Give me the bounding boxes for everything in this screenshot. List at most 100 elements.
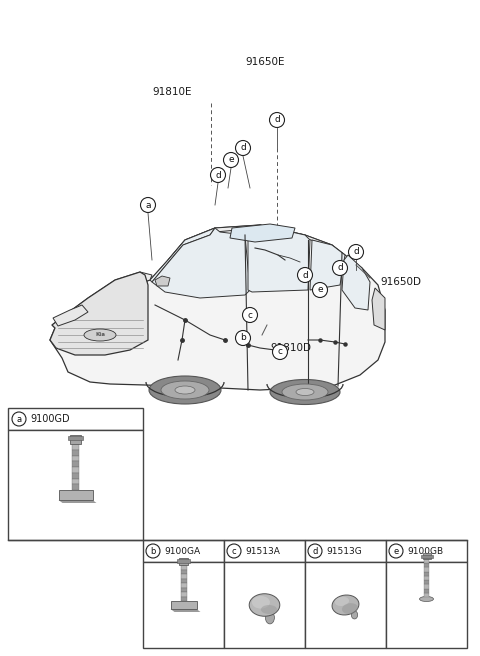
- Polygon shape: [50, 225, 385, 390]
- Bar: [386, 562, 467, 648]
- Bar: [424, 593, 429, 597]
- Bar: [224, 540, 305, 562]
- Circle shape: [211, 167, 226, 182]
- Bar: [424, 564, 429, 567]
- Ellipse shape: [175, 386, 195, 394]
- Text: a: a: [16, 415, 22, 424]
- Bar: [72, 444, 79, 450]
- Bar: [180, 592, 187, 596]
- Bar: [305, 562, 386, 648]
- Text: 9100GA: 9100GA: [164, 546, 200, 556]
- Bar: [180, 588, 187, 592]
- Bar: [422, 553, 431, 559]
- Circle shape: [389, 544, 403, 558]
- Ellipse shape: [351, 611, 358, 619]
- Bar: [179, 558, 188, 565]
- Text: Kia: Kia: [95, 333, 105, 337]
- Bar: [143, 540, 224, 562]
- Ellipse shape: [249, 594, 280, 616]
- Text: c: c: [277, 348, 283, 356]
- Bar: [424, 584, 429, 588]
- Bar: [8, 430, 143, 540]
- Bar: [170, 601, 196, 609]
- Bar: [424, 580, 429, 584]
- Bar: [72, 467, 79, 473]
- Circle shape: [236, 140, 251, 155]
- Text: b: b: [240, 333, 246, 342]
- Text: c: c: [248, 310, 252, 319]
- Bar: [143, 562, 224, 648]
- Bar: [72, 461, 79, 467]
- Bar: [180, 596, 187, 601]
- Bar: [386, 540, 467, 562]
- Circle shape: [141, 197, 156, 213]
- Text: d: d: [353, 247, 359, 256]
- Bar: [424, 559, 429, 564]
- Ellipse shape: [335, 597, 349, 606]
- Text: e: e: [228, 155, 234, 165]
- Text: d: d: [302, 270, 308, 279]
- Circle shape: [312, 283, 327, 298]
- Polygon shape: [168, 225, 335, 263]
- Bar: [180, 579, 187, 583]
- Circle shape: [348, 245, 363, 260]
- Polygon shape: [342, 255, 370, 310]
- Ellipse shape: [84, 329, 116, 341]
- Bar: [180, 574, 187, 579]
- Text: 91810D: 91810D: [270, 343, 311, 353]
- Polygon shape: [155, 276, 170, 286]
- Bar: [70, 435, 81, 444]
- Ellipse shape: [261, 605, 277, 614]
- Ellipse shape: [149, 376, 221, 404]
- Ellipse shape: [342, 603, 358, 614]
- Bar: [72, 484, 79, 490]
- Text: d: d: [312, 546, 318, 556]
- Ellipse shape: [282, 384, 328, 400]
- Polygon shape: [152, 228, 250, 298]
- Text: b: b: [150, 546, 156, 556]
- Ellipse shape: [161, 381, 209, 399]
- Polygon shape: [50, 272, 148, 355]
- Circle shape: [236, 331, 251, 346]
- Circle shape: [273, 344, 288, 359]
- Text: 9100GB: 9100GB: [407, 546, 443, 556]
- Polygon shape: [230, 224, 295, 242]
- Ellipse shape: [332, 595, 359, 615]
- Text: 9100GD: 9100GD: [30, 414, 70, 424]
- Ellipse shape: [252, 596, 270, 609]
- Bar: [72, 473, 79, 478]
- Bar: [59, 490, 93, 500]
- Bar: [424, 567, 429, 571]
- Bar: [180, 569, 187, 574]
- Bar: [72, 450, 79, 455]
- Polygon shape: [310, 240, 345, 290]
- Polygon shape: [150, 228, 215, 282]
- Bar: [224, 562, 305, 648]
- Polygon shape: [170, 609, 201, 612]
- Bar: [72, 478, 79, 484]
- Text: d: d: [337, 264, 343, 272]
- Ellipse shape: [420, 596, 433, 602]
- Ellipse shape: [296, 388, 314, 396]
- Text: a: a: [145, 201, 151, 209]
- Bar: [68, 436, 83, 440]
- Polygon shape: [59, 500, 96, 503]
- Bar: [420, 555, 432, 558]
- Text: d: d: [215, 171, 221, 180]
- Bar: [424, 588, 429, 593]
- Bar: [305, 540, 386, 562]
- Text: 91650D: 91650D: [380, 277, 421, 287]
- Bar: [180, 583, 187, 588]
- Text: 91810E: 91810E: [152, 87, 192, 97]
- Bar: [177, 559, 190, 563]
- Polygon shape: [53, 305, 88, 326]
- Circle shape: [242, 308, 257, 323]
- Text: 91513G: 91513G: [326, 546, 362, 556]
- Circle shape: [12, 412, 26, 426]
- Bar: [180, 565, 187, 569]
- Circle shape: [298, 268, 312, 283]
- Circle shape: [333, 260, 348, 276]
- Bar: [424, 571, 429, 576]
- Bar: [8, 408, 143, 430]
- Text: 91513A: 91513A: [245, 546, 280, 556]
